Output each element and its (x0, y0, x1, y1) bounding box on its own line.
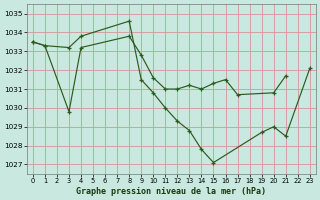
X-axis label: Graphe pression niveau de la mer (hPa): Graphe pression niveau de la mer (hPa) (76, 187, 266, 196)
